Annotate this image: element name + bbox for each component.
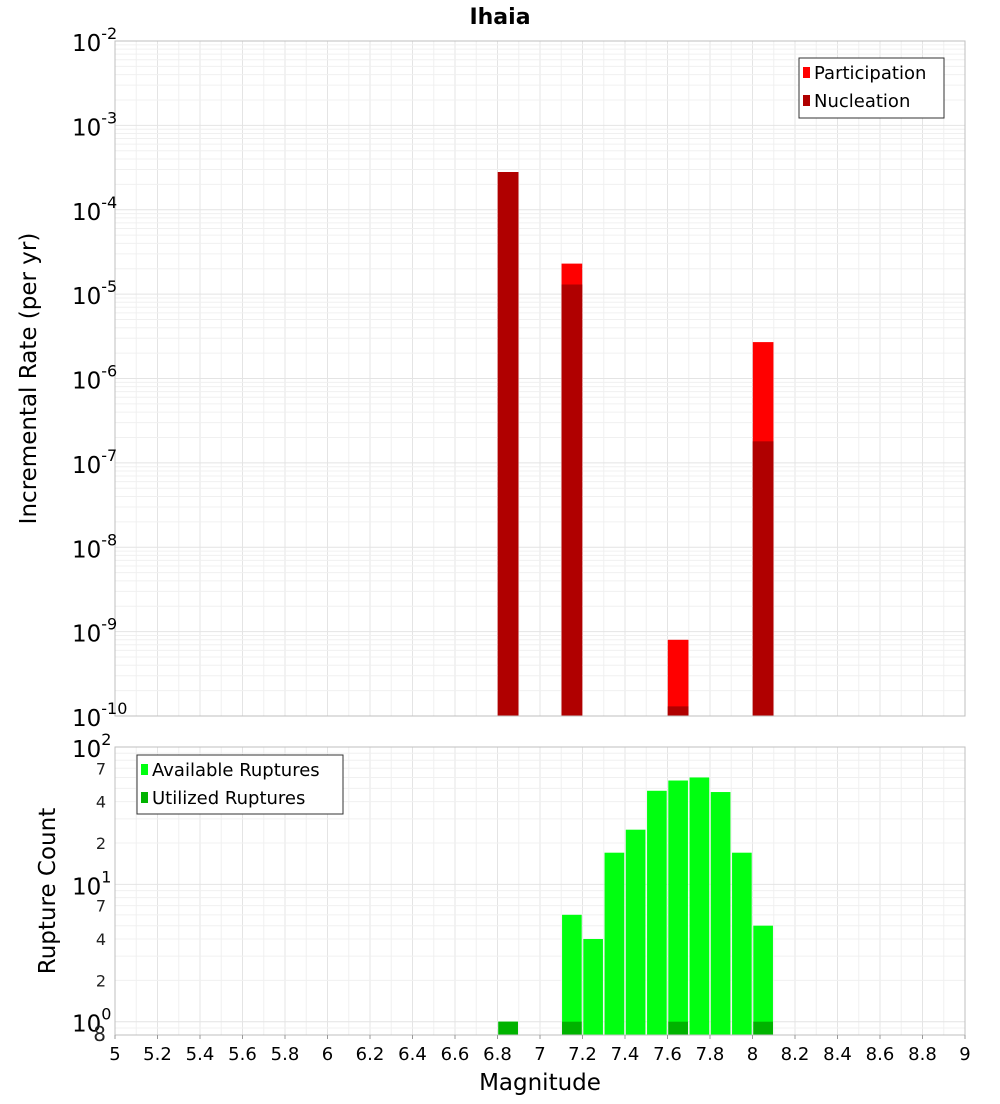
available-ruptures-bar <box>647 790 667 1035</box>
y-tick-label: 101 <box>72 867 111 900</box>
available-ruptures-bar <box>668 780 688 1035</box>
rate-y-axis-label: Incremental Rate (per yr) <box>16 233 42 525</box>
y-tick-label: 4 <box>96 930 106 949</box>
rate-legend: Participation Nucleation <box>798 57 945 119</box>
x-tick-label: 7.4 <box>611 1044 640 1065</box>
x-tick-label: 8.2 <box>781 1044 810 1065</box>
x-tick-label: 6.8 <box>483 1044 512 1065</box>
utilized-ruptures-bar <box>498 1021 518 1035</box>
nucleation-bar <box>497 172 519 716</box>
x-tick-label: 7.8 <box>696 1044 725 1065</box>
y-tick-label: 10-3 <box>72 108 117 141</box>
y-tick-label: 10-4 <box>72 193 117 226</box>
x-tick-label: 8.6 <box>866 1044 895 1065</box>
participation-bar <box>667 639 689 716</box>
y-tick-label: 10-2 <box>72 24 117 57</box>
x-tick-label: 6 <box>322 1044 333 1065</box>
y-tick-label: 102 <box>72 730 111 763</box>
y-tick-label: 8 <box>93 1022 106 1046</box>
legend-label: Participation <box>814 63 926 84</box>
rate-grid <box>114 40 966 717</box>
x-tick-label: 5.6 <box>228 1044 257 1065</box>
chart-title: Ihaia <box>469 5 530 30</box>
rate-bars <box>497 172 774 716</box>
x-tick-label: 6.6 <box>441 1044 470 1065</box>
x-tick-label: 8.4 <box>823 1044 852 1065</box>
rate-panel: 10-2 10-3 10-4 10-5 10-6 10-7 10-8 10-9 10-10 In… <box>16 24 966 732</box>
legend-label: Nucleation <box>814 91 910 112</box>
legend-box <box>136 754 344 815</box>
x-tick-label: 9 <box>959 1044 970 1065</box>
y-tick-label: 10-10 <box>72 699 127 732</box>
y-tick-label: 7 <box>96 897 106 916</box>
x-tick-label: 7.2 <box>568 1044 597 1065</box>
x-tick-labels: 5 5.2 5.4 5.6 5.8 6 6.2 6.4 6.6 6.8 7 7.2 7.4 7.6 7.8 8… <box>109 1035 971 1065</box>
legend-swatch <box>803 67 810 78</box>
utilized-ruptures-bar <box>753 1021 773 1035</box>
y-tick-label: 4 <box>96 793 106 812</box>
count-legend: Available Ruptures Utilized Ruptures <box>136 754 344 815</box>
y-tick-label: 7 <box>96 759 106 778</box>
x-tick-label: 6.4 <box>398 1044 427 1065</box>
available-ruptures-bar <box>562 914 582 1035</box>
x-tick-label: 5 <box>109 1044 120 1065</box>
available-ruptures-bar <box>583 939 603 1035</box>
x-tick-label: 5.4 <box>186 1044 215 1065</box>
x-tick-label: 6.2 <box>356 1044 385 1065</box>
legend-swatch <box>803 95 810 106</box>
nucleation-bar <box>752 441 774 716</box>
legend-label: Utilized Ruptures <box>152 788 305 809</box>
y-tick-label: 2 <box>96 834 106 853</box>
legend-box <box>798 57 945 119</box>
available-ruptures-bar <box>753 925 773 1035</box>
y-tick-label: 10-7 <box>72 446 117 479</box>
x-tick-label: 7 <box>534 1044 545 1065</box>
x-tick-label: 5.8 <box>271 1044 300 1065</box>
rate-y-ticks: 10-2 10-3 10-4 10-5 10-6 10-7 10-8 10-9 10-10 <box>72 24 127 732</box>
available-ruptures-bar <box>604 852 625 1035</box>
utilized-ruptures-bar <box>668 1021 688 1035</box>
x-tick-label: 8 <box>747 1044 758 1065</box>
x-tick-label: 5.2 <box>143 1044 172 1065</box>
rate-plot-frame <box>114 40 966 717</box>
legend-swatch <box>141 764 148 775</box>
y-tick-label: 100 <box>72 1005 111 1038</box>
nucleation-bar <box>667 706 689 716</box>
legend-label: Available Ruptures <box>152 760 320 781</box>
available-ruptures-bar <box>689 777 710 1035</box>
y-tick-label: 2 <box>96 971 106 990</box>
y-tick-label: 10-6 <box>72 362 117 395</box>
y-tick-label: 10-8 <box>72 530 117 563</box>
y-tick-label: 10-5 <box>72 277 117 310</box>
x-axis-label: Magnitude <box>479 1070 601 1096</box>
y-tick-label: 10-9 <box>72 615 117 648</box>
x-tick-label: 7.6 <box>653 1044 682 1065</box>
legend-swatch <box>141 792 148 803</box>
nucleation-bar <box>561 284 583 716</box>
utilized-ruptures-bar <box>562 1021 582 1035</box>
x-tick-label: 8.8 <box>908 1044 937 1065</box>
available-ruptures-bar <box>710 792 731 1035</box>
available-ruptures-bar <box>732 852 752 1035</box>
count-y-axis-label: Rupture Count <box>35 808 61 974</box>
count-bars <box>498 777 773 1035</box>
available-ruptures-bar <box>625 829 646 1035</box>
